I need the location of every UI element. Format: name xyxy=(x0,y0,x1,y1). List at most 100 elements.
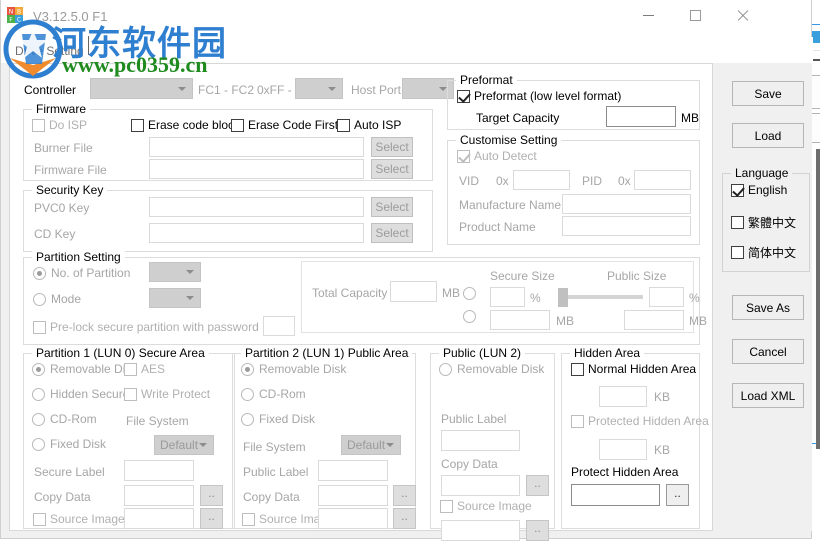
partition2-copy-data-browse-button[interactable]: .. xyxy=(393,485,416,506)
size-percent-radio[interactable] xyxy=(463,287,481,300)
public-lun2-source-image-input[interactable] xyxy=(441,520,520,541)
protected-hidden-area-checkbox[interactable]: Protected Hidden Area xyxy=(571,414,709,428)
no-of-partition-dropdown[interactable] xyxy=(149,262,201,282)
partition2-public-label-input[interactable] xyxy=(318,460,388,481)
controller-hex-dropdown[interactable] xyxy=(295,78,343,99)
partition1-fixed-disk-radio[interactable]: Fixed Disk xyxy=(32,437,106,451)
size-mb-radio[interactable] xyxy=(463,310,481,323)
load-button[interactable]: Load xyxy=(732,123,804,148)
partition1-cd-rom-radio[interactable]: CD-Rom xyxy=(32,412,97,426)
protected-hidden-area-input[interactable] xyxy=(599,439,647,460)
partition2-source-image-checkbox[interactable]: Source Image xyxy=(242,512,334,526)
host-port-dropdown[interactable] xyxy=(402,78,454,99)
size-slider-track[interactable] xyxy=(560,295,643,299)
prelock-password-input[interactable] xyxy=(263,316,295,336)
auto-isp-checkbox[interactable]: Auto ISP xyxy=(337,118,401,132)
checkbox-box xyxy=(457,89,470,103)
do-isp-checkbox[interactable]: Do ISP xyxy=(32,118,87,132)
partition2-copy-data-input[interactable] xyxy=(318,485,388,506)
partition1-source-image-input[interactable] xyxy=(124,508,194,529)
partition2-removable-disk-radio[interactable]: Removable Disk xyxy=(241,362,346,376)
tab-drive-setting[interactable]: Drive Setting xyxy=(15,44,84,58)
partition1-hidden-secure-radio[interactable]: Hidden Secure xyxy=(32,387,129,401)
preformat-checkbox[interactable]: Preformat (low level format) xyxy=(457,89,621,103)
load-xml-button[interactable]: Load XML xyxy=(732,383,804,408)
manufacture-name-input[interactable] xyxy=(562,194,691,214)
pvc0-key-input[interactable] xyxy=(149,197,364,217)
total-capacity-unit: MB xyxy=(442,286,460,300)
public-lun2-removable-disk-radio[interactable]: Removable Disk xyxy=(439,362,544,376)
public-size-percent-input[interactable] xyxy=(649,287,684,307)
public-lun2-source-image-checkbox[interactable]: Source Image xyxy=(440,499,532,513)
partition1-copy-data-label: Copy Data xyxy=(34,490,91,504)
language-simplified-chinese-label: 简体中文 xyxy=(748,246,797,260)
partition1-write-protect-checkbox[interactable]: Write Protect xyxy=(124,387,210,401)
partition2-cd-rom-radio[interactable]: CD-Rom xyxy=(241,387,306,401)
language-english-checkbox[interactable]: English xyxy=(731,183,787,197)
burner-file-input[interactable] xyxy=(149,137,364,157)
language-simplified-chinese-checkbox[interactable]: 简体中文 xyxy=(731,244,796,261)
erase-code-first-checkbox[interactable]: Erase Code First xyxy=(231,118,338,132)
firmware-file-select-button[interactable]: Select xyxy=(371,159,413,179)
cd-key-input[interactable] xyxy=(149,223,364,243)
erase-code-first-label: Erase Code First xyxy=(248,118,339,132)
chevron-down-icon xyxy=(178,86,186,91)
save-button[interactable]: Save xyxy=(732,81,804,106)
protect-hidden-area-input[interactable] xyxy=(571,484,660,506)
controller-dropdown[interactable] xyxy=(90,78,193,99)
no-of-partition-radio[interactable]: No. of Partition xyxy=(33,266,130,280)
partition1-source-image-browse-button[interactable]: .. xyxy=(200,508,223,529)
auto-detect-checkbox[interactable]: Auto Detect xyxy=(457,149,537,163)
product-name-input[interactable] xyxy=(562,216,691,236)
partition2-fixed-disk-radio[interactable]: Fixed Disk xyxy=(241,412,315,426)
cancel-button[interactable]: Cancel xyxy=(732,339,804,364)
secure-size-mb-input[interactable] xyxy=(490,310,550,330)
public-lun2-copy-data-input[interactable] xyxy=(441,475,520,496)
background-window-menu-icon xyxy=(810,59,820,61)
public-size-mb-input[interactable] xyxy=(624,310,684,330)
partition1-copy-data-browse-button[interactable]: .. xyxy=(200,485,223,506)
partition2-source-image-input[interactable] xyxy=(318,508,388,529)
cd-key-select-button[interactable]: Select xyxy=(371,223,413,243)
secure-size-percent-input[interactable] xyxy=(490,287,525,307)
target-capacity-input[interactable] xyxy=(606,106,676,127)
partition1-removable-disk-radio[interactable]: Removable Disk xyxy=(32,362,137,376)
save-as-button[interactable]: Save As xyxy=(732,295,804,320)
partition1-copy-data-input[interactable] xyxy=(124,485,194,506)
vid-input[interactable] xyxy=(513,170,570,190)
maximize-icon[interactable] xyxy=(672,0,718,30)
normal-hidden-area-input[interactable] xyxy=(599,386,647,407)
background-window-app-icon xyxy=(811,31,820,43)
burner-file-select-button[interactable]: Select xyxy=(371,137,413,157)
total-capacity-input[interactable] xyxy=(390,281,437,302)
mode-radio[interactable]: Mode xyxy=(33,292,81,306)
prelock-checkbox[interactable]: Pre-lock secure partition with password … xyxy=(33,320,265,334)
protect-hidden-area-browse-button[interactable]: .. xyxy=(666,484,689,506)
close-icon[interactable] xyxy=(719,0,765,30)
svg-text:F: F xyxy=(9,17,13,24)
manufacture-name-label: Manufacture Name xyxy=(459,198,562,212)
minimize-icon[interactable] xyxy=(625,0,671,30)
erase-code-block-checkbox[interactable]: Erase code block xyxy=(131,118,240,132)
partition2-source-image-browse-button[interactable]: .. xyxy=(393,508,416,529)
normal-hidden-area-checkbox[interactable]: Normal Hidden Area xyxy=(571,362,696,376)
pid-input[interactable] xyxy=(634,170,691,190)
mode-dropdown[interactable] xyxy=(149,288,201,308)
vid-prefix: 0x xyxy=(496,174,509,188)
partition1-aes-checkbox[interactable]: AES xyxy=(124,362,165,376)
partition1-source-image-checkbox[interactable]: Source Image xyxy=(33,512,125,526)
checkbox-box xyxy=(33,320,46,334)
partition1-group: Partition 1 (LUN 0) Secure Area Removabl… xyxy=(23,346,235,529)
partition1-file-system-dropdown[interactable]: Default xyxy=(154,435,214,455)
public-lun2-copy-data-browse-button[interactable]: .. xyxy=(526,475,549,496)
partition1-secure-label-input[interactable] xyxy=(124,460,194,481)
language-traditional-chinese-checkbox[interactable]: 繁體中文 xyxy=(731,214,796,231)
size-slider-thumb[interactable] xyxy=(558,288,568,307)
firmware-file-input[interactable] xyxy=(149,159,364,179)
pvc0-key-select-button[interactable]: Select xyxy=(371,197,413,217)
public-lun2-public-label-input[interactable] xyxy=(441,430,520,451)
public-lun2-source-image-browse-button[interactable]: .. xyxy=(526,520,549,541)
language-group: Language English 繁體中文 简体中文 xyxy=(722,166,810,272)
mode-label: Mode xyxy=(51,292,82,306)
partition2-file-system-dropdown[interactable]: Default xyxy=(341,435,401,455)
